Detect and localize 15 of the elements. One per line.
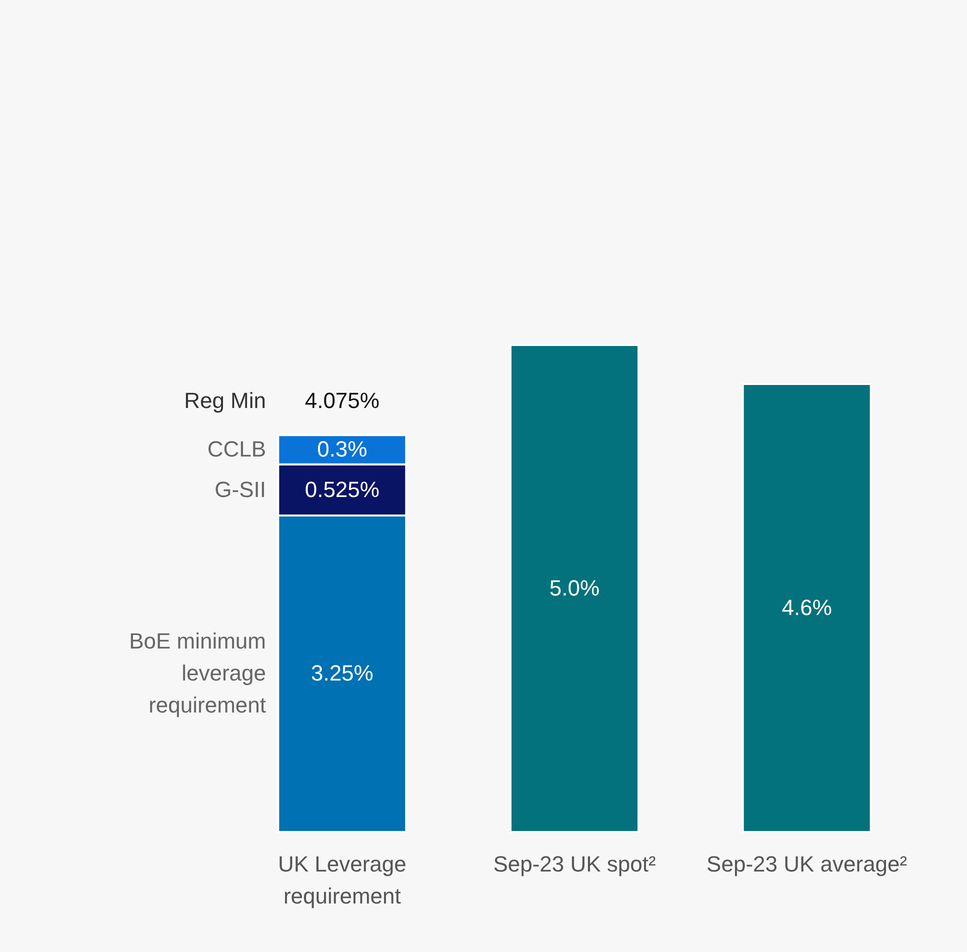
data-label: 0.3% bbox=[317, 436, 368, 462]
bar bbox=[510, 344, 640, 833]
data-label: 5.0% bbox=[549, 576, 600, 600]
total-label: 4.075% bbox=[304, 388, 380, 414]
series-label: G-SII bbox=[214, 476, 266, 502]
data-label: 0.525% bbox=[304, 476, 380, 502]
series-label: BoE minimum leverage requirement bbox=[129, 628, 266, 718]
x-tick-label: Sep-23 UK spot² bbox=[493, 852, 656, 876]
series-label: CCLB bbox=[207, 436, 266, 462]
x-tick-label: UK Leverage requirement bbox=[278, 852, 406, 908]
data-label: 4.6% bbox=[782, 594, 832, 620]
x-tick-label: Sep-23 UK average² bbox=[706, 852, 908, 876]
annotation: Reg Min bbox=[184, 388, 266, 414]
data-label: 3.25% bbox=[310, 660, 374, 686]
bar bbox=[742, 382, 872, 833]
